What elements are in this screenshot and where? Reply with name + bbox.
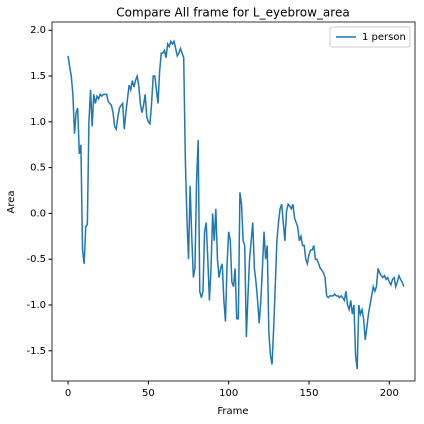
y-axis-label: Area <box>6 190 17 213</box>
y-tick-label: -0.5 <box>26 254 46 265</box>
y-tick-label: 0.5 <box>30 163 46 174</box>
axes-frame <box>51 21 416 382</box>
x-tick-label: 150 <box>299 388 318 399</box>
y-tick-label: -1.0 <box>26 300 46 311</box>
y-tick-label: 2.0 <box>30 25 46 36</box>
x-tick-label: 200 <box>380 388 399 399</box>
y-tick-label: 1.5 <box>30 71 46 82</box>
x-tick-label: 100 <box>219 388 238 399</box>
chart-title: Compare All frame for L_eyebrow_area <box>116 6 349 20</box>
y-tick-label: -1.5 <box>26 346 46 357</box>
y-tick-label: 1.0 <box>30 117 46 128</box>
x-tick-label: 0 <box>65 388 71 399</box>
data-line <box>67 39 405 370</box>
legend-label: 1 person <box>362 32 406 43</box>
legend-box <box>329 26 411 48</box>
y-tick-label: 0.0 <box>30 208 46 219</box>
x-axis-label: Frame <box>217 406 248 417</box>
x-tick-label: 50 <box>142 388 155 399</box>
